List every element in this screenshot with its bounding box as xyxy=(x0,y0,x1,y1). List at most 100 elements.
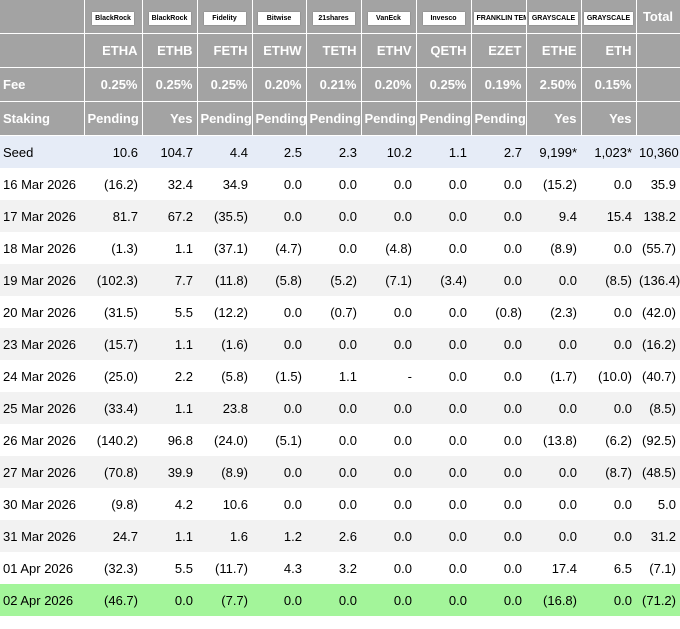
cell: 0.0 xyxy=(581,584,636,616)
cell: 0.0 xyxy=(416,584,471,616)
cell: (92.5) xyxy=(642,432,676,448)
cell: 0.0 xyxy=(252,456,306,488)
cell: Pending xyxy=(416,101,472,136)
row-label: 18 Mar 2026 xyxy=(3,240,76,256)
cell: (24.0) xyxy=(214,432,248,448)
cell: (48.5) xyxy=(636,456,680,488)
cell: 0.0 xyxy=(471,200,526,232)
cell: (11.8) xyxy=(197,264,252,296)
cell: 0.0 xyxy=(448,368,467,384)
ticker: EZET xyxy=(471,33,527,68)
row-label: 27 Mar 2026 xyxy=(0,456,84,488)
row-label: 16 Mar 2026 xyxy=(3,176,76,192)
cell: 5.5 xyxy=(174,560,193,576)
cell: 9,199* xyxy=(526,135,581,168)
ticker: QETH xyxy=(416,33,472,68)
cell: (1.3) xyxy=(111,240,138,256)
cell: 10.2 xyxy=(361,135,416,168)
cell: 10.6 xyxy=(222,496,248,512)
empty-cell xyxy=(636,33,680,68)
cell: 0.0 xyxy=(393,304,412,320)
cell: 0.15% xyxy=(581,67,637,102)
cell: 0.25% xyxy=(197,67,253,102)
cell: 0.21% xyxy=(306,67,362,102)
row-label: 20 Mar 2026 xyxy=(3,304,76,320)
header-row: Fee 0.25% 0.25% 0.25% 0.20% 0.21% 0.20% 0.25% 0.… xyxy=(0,67,680,102)
cell: (9.8) xyxy=(111,496,138,512)
cell: 1.6 xyxy=(197,520,252,552)
cell: 138.2 xyxy=(636,200,680,232)
cell: 10.6 xyxy=(84,135,142,168)
logo-cell: Bitwise xyxy=(252,0,307,34)
row-label: 25 Mar 2026 xyxy=(0,392,84,424)
cell: (46.7) xyxy=(84,584,142,616)
cell: (11.7) xyxy=(215,560,248,576)
cell: 0.0 xyxy=(361,456,416,488)
cell: 0.0 xyxy=(471,392,526,424)
cell: 1.1 xyxy=(174,240,193,256)
cell: 0.0 xyxy=(503,368,522,384)
cell: 0.0 xyxy=(252,392,306,424)
cell: (33.4) xyxy=(84,392,142,424)
cell: (136.4) xyxy=(636,264,680,296)
cell: 0.0 xyxy=(361,392,416,424)
ticker: ETHE xyxy=(526,33,582,68)
data-row: 02 Apr 2026 (46.7) 0.0 (7.7) 0.0 0.0 0.0 0.0 0.0… xyxy=(0,584,680,616)
cell: 0.0 xyxy=(558,496,577,512)
empty-cell xyxy=(636,67,680,102)
cell: 39.9 xyxy=(142,456,197,488)
cell: Pending xyxy=(306,101,362,136)
logo-cell: Invesco xyxy=(416,0,472,34)
data-row: 16 Mar 2026 (16.2) 32.4 34.9 0.0 0.0 0.0 0.0 0.0… xyxy=(0,168,680,200)
logo-cell: VanEck xyxy=(361,0,417,34)
cell: 35.9 xyxy=(650,176,676,192)
cell: 0.0 xyxy=(503,176,522,192)
cell: 0.0 xyxy=(503,560,522,576)
data-row: 20 Mar 2026 (31.5) 5.5 (12.2) 0.0 (0.7) 0.0 0.0… xyxy=(0,296,680,328)
data-row: 31 Mar 2026 24.7 1.1 1.6 1.2 2.6 0.0 0.0 0.0 0.0 0… xyxy=(0,520,680,552)
cell: 0.0 xyxy=(338,176,357,192)
logo-cell: 21shares xyxy=(306,0,362,34)
cell: (25.0) xyxy=(104,368,138,384)
cell: 10,360 xyxy=(636,135,680,168)
cell: 0.0 xyxy=(448,240,467,256)
row-label: 30 Mar 2026 xyxy=(3,496,76,512)
cell: (5.2) xyxy=(306,264,361,296)
cell: (5.8) xyxy=(252,264,306,296)
cell: (8.9) xyxy=(197,456,252,488)
cell: 9.4 xyxy=(526,200,581,232)
cell: (31.5) xyxy=(104,304,138,320)
cell: (0.8) xyxy=(495,304,522,320)
cell: 104.7 xyxy=(142,135,197,168)
logo-cell: BlackRock xyxy=(142,0,198,34)
cell: 0.0 xyxy=(338,240,357,256)
cell: (102.3) xyxy=(84,264,142,296)
cell: (140.2) xyxy=(96,432,138,448)
issuer-logo: BlackRock xyxy=(148,12,191,25)
cell: 0.0 xyxy=(526,520,581,552)
cell: (40.7) xyxy=(642,368,676,384)
cell: 4.3 xyxy=(283,560,302,576)
data-row: 26 Mar 2026 (140.2) 96.8 (24.0) (5.1) 0.0 0.0 0… xyxy=(0,424,680,456)
cell: 1.1 xyxy=(142,392,197,424)
cell: 0.0 xyxy=(338,496,357,512)
cell: (4.8) xyxy=(385,240,412,256)
cell: 34.9 xyxy=(222,176,248,192)
ticker: ETHV xyxy=(361,33,417,68)
data-row: 25 Mar 2026 (33.4) 1.1 23.8 0.0 0.0 0.0 0.0 0.0 0… xyxy=(0,392,680,424)
cell: 0.0 xyxy=(471,328,526,360)
cell: 0.0 xyxy=(448,560,467,576)
cell: 0.0 xyxy=(471,264,526,296)
cell: 4.2 xyxy=(174,496,193,512)
cell: 1.1 xyxy=(142,520,197,552)
cell: 5.0 xyxy=(657,496,676,512)
cell: (16.2) xyxy=(104,176,138,192)
cell: 0.0 xyxy=(142,584,197,616)
data-row: 27 Mar 2026 (70.8) 39.9 (8.9) 0.0 0.0 0.0 0.0 0.… xyxy=(0,456,680,488)
cell: 1.2 xyxy=(252,520,306,552)
cell: (37.1) xyxy=(214,240,248,256)
cell: 0.0 xyxy=(338,432,357,448)
cell: Pending xyxy=(84,101,143,136)
cell: 2.50% xyxy=(526,67,582,102)
cell: 0.0 xyxy=(306,200,361,232)
